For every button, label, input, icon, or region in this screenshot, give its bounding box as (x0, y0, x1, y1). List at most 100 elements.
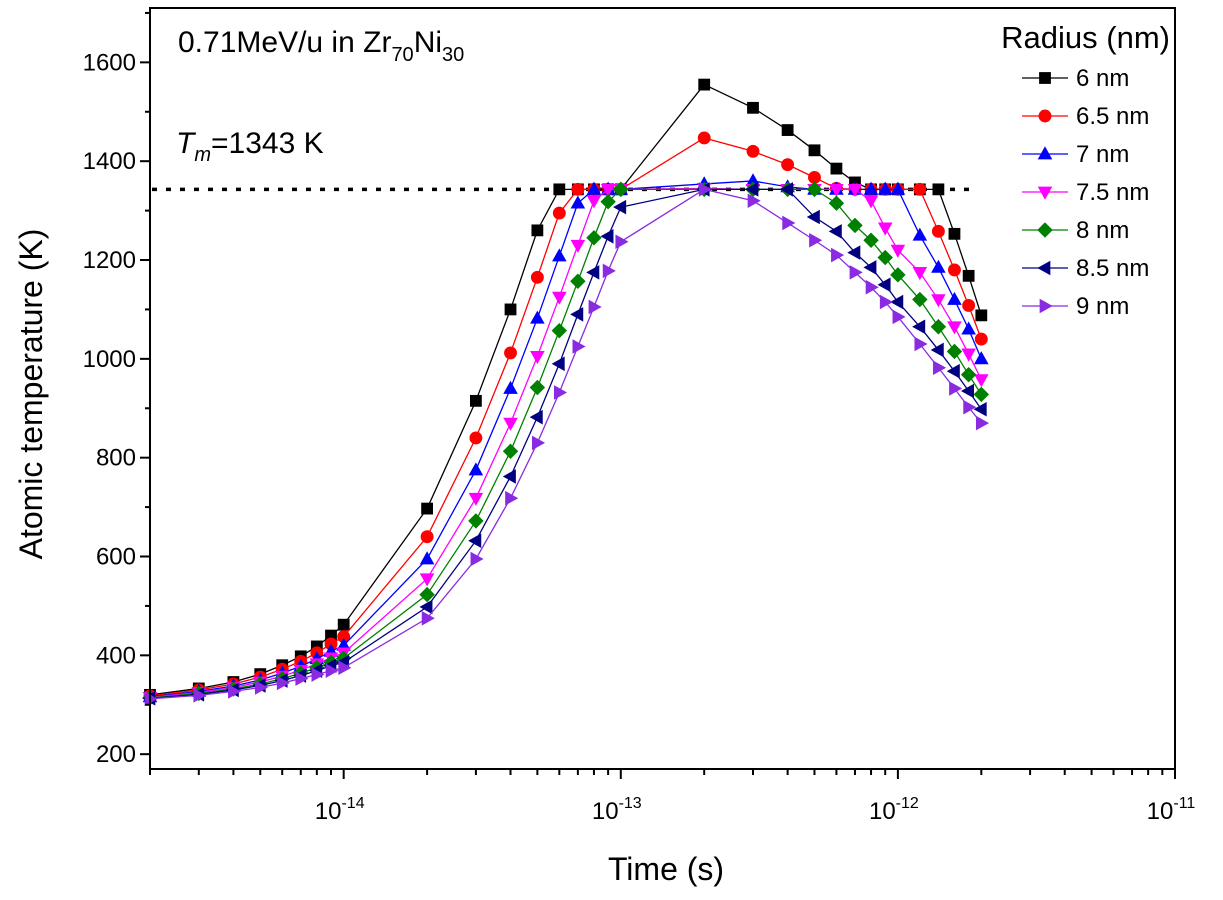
legend-item: 7 nm (1022, 141, 1129, 168)
data-point (529, 379, 546, 396)
data-point (863, 181, 879, 195)
data-point (698, 78, 711, 91)
y-tick-label: 1400 (83, 148, 136, 175)
data-point (931, 224, 945, 238)
data-point (337, 618, 350, 631)
data-point (468, 533, 482, 548)
data-point (877, 181, 893, 195)
data-point (325, 663, 339, 678)
data-point (421, 611, 435, 626)
data-point (746, 144, 760, 158)
data-point (469, 394, 482, 407)
data-point (947, 291, 962, 305)
data-point (973, 386, 990, 403)
data-point (193, 688, 207, 703)
data-point (419, 586, 435, 603)
series-line (149, 180, 982, 698)
data-point (829, 184, 844, 198)
y-tick-label: 1200 (83, 247, 136, 274)
data-point (930, 342, 944, 358)
data-point (863, 195, 879, 209)
x-axis-title: Time (s) (608, 851, 724, 887)
data-point (847, 245, 861, 260)
data-point (570, 273, 586, 289)
data-point (419, 599, 433, 615)
data-point (948, 263, 961, 277)
legend-item: 7.5 nm (1022, 179, 1149, 206)
data-point (828, 195, 845, 211)
data-point (697, 131, 711, 145)
data-point (505, 490, 519, 506)
chart-title: 0.71MeV/u in Zr70Ni30 (178, 26, 464, 66)
data-point (615, 234, 629, 250)
legend-item: 8 nm (1022, 217, 1129, 244)
legend-item: 6 nm (1022, 65, 1129, 92)
data-point (931, 294, 946, 308)
data-point (877, 222, 893, 236)
data-point (600, 229, 614, 244)
series-line (149, 187, 982, 698)
series-6-nm (144, 78, 988, 701)
data-point (930, 319, 947, 335)
data-point (532, 435, 546, 451)
data-point (782, 215, 796, 231)
legend-label: 7.5 nm (1076, 179, 1149, 206)
data-point (502, 443, 519, 459)
legend-marker (1037, 260, 1051, 276)
series-line (149, 188, 982, 699)
legend-marker (1039, 72, 1051, 84)
y-tick-label: 200 (96, 741, 136, 768)
data-point (963, 399, 977, 415)
data-point (890, 181, 906, 195)
data-point (933, 360, 947, 376)
data-point (931, 259, 946, 273)
data-point (912, 227, 928, 241)
data-point (530, 270, 544, 284)
data-point (468, 462, 484, 476)
legend-label: 6.5 nm (1076, 103, 1149, 130)
data-point (747, 101, 759, 114)
data-point (468, 513, 484, 529)
data-point (420, 530, 434, 544)
legend-item: 9 nm (1022, 293, 1129, 320)
data-point (828, 224, 842, 239)
legend-marker (1037, 186, 1053, 200)
data-point (849, 265, 863, 280)
data-point (890, 244, 906, 258)
legend-marker (1038, 109, 1052, 123)
x-tick-label: 10-11 (1147, 795, 1196, 825)
data-point (552, 291, 567, 305)
data-point (504, 303, 517, 316)
data-point (531, 224, 544, 237)
data-point (831, 247, 845, 263)
data-point (503, 417, 518, 431)
data-point (847, 184, 863, 198)
data-point (553, 183, 566, 196)
data-point (530, 310, 545, 324)
data-point (747, 193, 761, 209)
data-point (961, 321, 976, 335)
data-point (890, 294, 904, 310)
data-point (571, 182, 585, 196)
data-point (974, 351, 989, 365)
data-point (572, 339, 586, 354)
data-point (877, 249, 893, 266)
data-point (960, 366, 977, 383)
data-point (502, 469, 516, 484)
data-point (600, 193, 616, 210)
legend-title: Radius (nm) (1001, 20, 1170, 55)
data-point (863, 232, 879, 248)
data-point (914, 336, 928, 352)
x-tick-label: 10-14 (315, 795, 365, 825)
data-point (946, 363, 960, 379)
data-point (600, 184, 616, 198)
data-point (570, 307, 584, 322)
data-point (570, 195, 586, 209)
series-layer (142, 78, 990, 707)
data-point (468, 492, 484, 506)
data-point (912, 319, 926, 335)
data-point (962, 299, 976, 312)
data-point (912, 267, 928, 281)
data-point (949, 381, 963, 396)
